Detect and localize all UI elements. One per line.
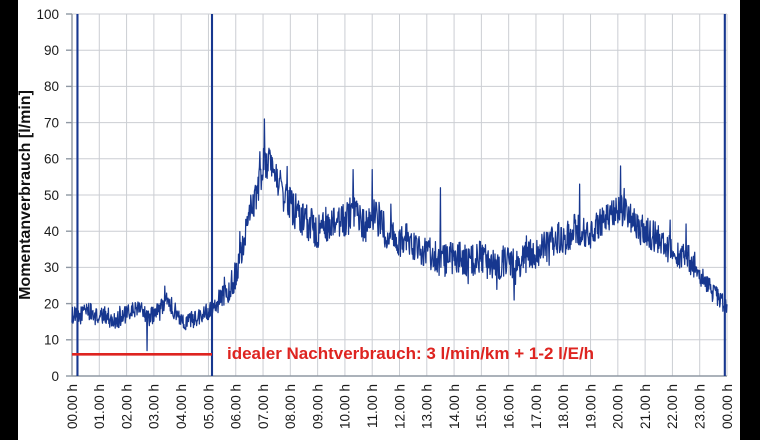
x-tick-labels: 00.00 h 01.00 h 02.00 h 03.00 h 04.00 h 05.00…: [65, 384, 735, 429]
x-tick-label: 00.00 h: [720, 384, 735, 429]
x-tick-label: 06.00 h: [229, 384, 244, 429]
x-tick-label: 14.00 h: [447, 384, 462, 429]
x-tick-label: 09.00 h: [310, 384, 325, 429]
series-line: [71, 118, 728, 352]
y-tick-label: 40: [44, 224, 59, 239]
x-tick-label: 04.00 h: [174, 384, 189, 429]
y-tick-label: 0: [51, 369, 59, 384]
y-tick-label: 30: [44, 260, 59, 275]
x-tick-label: 15.00 h: [474, 384, 489, 429]
x-tick-label: 02.00 h: [119, 384, 134, 429]
y-tick-label: 20: [44, 296, 59, 311]
y-tick-label: 60: [44, 152, 59, 167]
x-tick-label: 17.00 h: [529, 384, 544, 429]
x-tick-label: 08.00 h: [283, 384, 298, 429]
spike-lines: [76, 14, 726, 376]
x-tick-label: 13.00 h: [420, 384, 435, 429]
x-tick-label: 01.00 h: [92, 384, 107, 429]
y-tick-label: 70: [44, 115, 59, 130]
x-tick-label: 07.00 h: [256, 384, 271, 429]
right-letterbox-bar: [740, 0, 760, 440]
x-tick-label: 19.00 h: [583, 384, 598, 429]
y-axis-title: Momentanverbrauch [l/min]: [17, 90, 34, 300]
x-tick-label: 10.00 h: [338, 384, 353, 429]
left-letterbox-bar: [0, 0, 18, 440]
x-tick-label: 12.00 h: [392, 384, 407, 429]
y-tick-label: 50: [44, 188, 59, 203]
x-tick-label: 00.00 h: [65, 384, 80, 429]
x-tick-label: 23.00 h: [693, 384, 708, 429]
gridlines: [72, 13, 728, 376]
y-tick-label: 80: [44, 79, 59, 94]
x-tick-label: 22.00 h: [665, 384, 680, 429]
x-tick-label: 03.00 h: [147, 384, 162, 429]
y-tick-label: 100: [36, 7, 59, 22]
x-tick-label: 21.00 h: [638, 384, 653, 429]
y-tick-label: 10: [44, 333, 59, 348]
y-tick-label: 90: [44, 43, 59, 58]
x-tick-label: 05.00 h: [201, 384, 216, 429]
night-consumption-annotation: idealer Nachtverbrauch: 3 l/min/km + 1-2…: [227, 344, 594, 363]
x-tick-label: 20.00 h: [611, 384, 626, 429]
y-tick-labels: 0 10 20 30 40 50 60 70 80 90 100: [36, 7, 59, 384]
x-tick-label: 18.00 h: [556, 384, 571, 429]
x-tick-label: 16.00 h: [501, 384, 516, 429]
x-tick-label: 11.00 h: [365, 384, 380, 428]
